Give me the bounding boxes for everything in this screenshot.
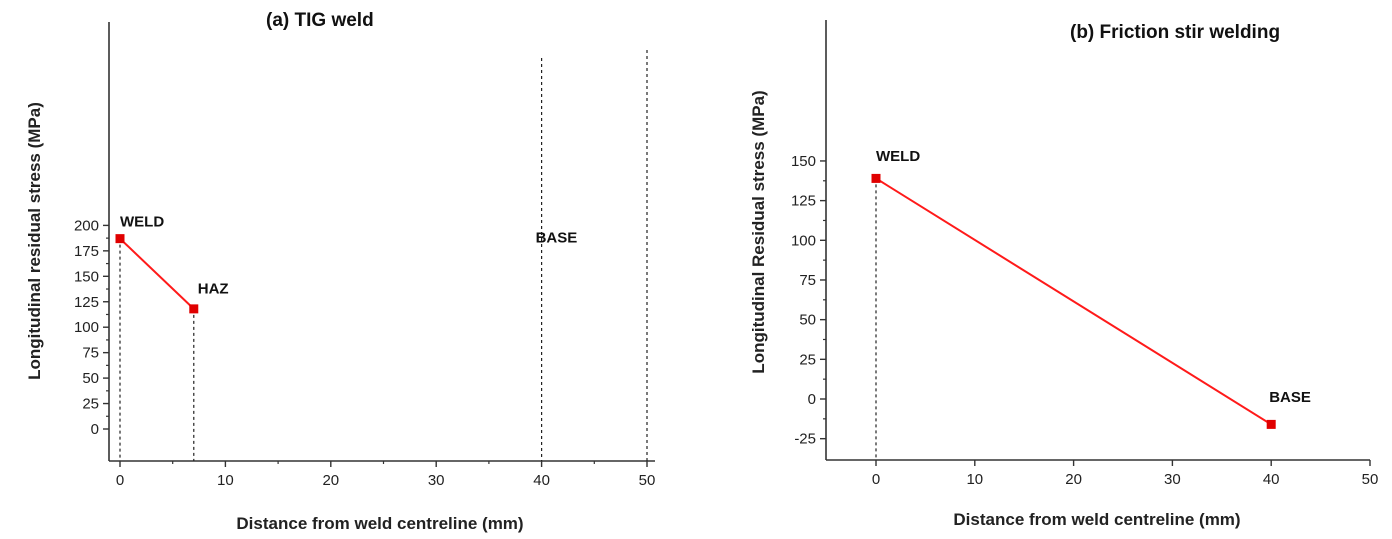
y-tick-label-b: 50: [799, 312, 816, 329]
y-tick-label-b: 100: [791, 232, 816, 249]
x-tick-label-a: 20: [322, 472, 339, 489]
x-tick-label-a: 0: [116, 472, 124, 489]
y-tick-label-a: 25: [82, 396, 99, 413]
chart-title-b: (b) Friction stir welding: [1070, 22, 1280, 43]
x-tick-label-b: 50: [1362, 471, 1379, 488]
annotation-b: WELD: [876, 148, 920, 165]
x-tick-label-b: 0: [872, 471, 880, 488]
x-tick-label-b: 30: [1164, 471, 1181, 488]
y-tick-label-b: -25: [794, 431, 816, 448]
y-tick-label-a: 175: [74, 243, 99, 260]
y-tick-label-a: 75: [82, 345, 99, 362]
x-tick-label-b: 40: [1263, 471, 1280, 488]
x-axis-label-a: Distance from weld centreline (mm): [236, 514, 523, 533]
annotation-a: WELD: [120, 213, 164, 230]
y-tick-label-b: 25: [799, 351, 816, 368]
y-tick-label-b: 150: [791, 153, 816, 170]
data-point-a: [115, 234, 125, 244]
y-tick-label-b: 125: [791, 193, 816, 210]
y-tick-label-a: 200: [74, 217, 99, 234]
y-tick-label-a: 50: [82, 370, 99, 387]
x-axis-label-b: Distance from weld centreline (mm): [953, 510, 1240, 529]
y-tick-label-a: 100: [74, 319, 99, 336]
y-tick-label-b: 75: [799, 272, 816, 289]
chart-title-a: (a) TIG weld: [266, 10, 374, 31]
x-tick-label-b: 10: [966, 471, 983, 488]
x-tick-label-a: 30: [428, 472, 445, 489]
y-axis-label-a: Longitudinal residual stress (MPa): [25, 102, 44, 380]
x-tick-label-a: 40: [533, 472, 550, 489]
annotation-a: HAZ: [198, 281, 229, 298]
series-line-a: [119, 237, 195, 310]
annotation-b: BASE: [1269, 389, 1311, 406]
annotation-a: BASE: [536, 230, 578, 247]
series-line-b: [875, 177, 1272, 426]
y-tick-label-a: 125: [74, 294, 99, 311]
y-axis-label-b: Longitudinal Residual stress (MPa): [749, 90, 768, 373]
y-tick-label-b: 0: [808, 391, 816, 408]
data-point-b: [1266, 419, 1276, 429]
data-point-a: [189, 304, 199, 314]
y-tick-label-a: 0: [91, 421, 99, 438]
x-tick-label-b: 20: [1065, 471, 1082, 488]
x-tick-label-a: 10: [217, 472, 234, 489]
y-tick-label-a: 150: [74, 268, 99, 285]
data-point-b: [871, 173, 881, 183]
x-tick-label-a: 50: [639, 472, 656, 489]
